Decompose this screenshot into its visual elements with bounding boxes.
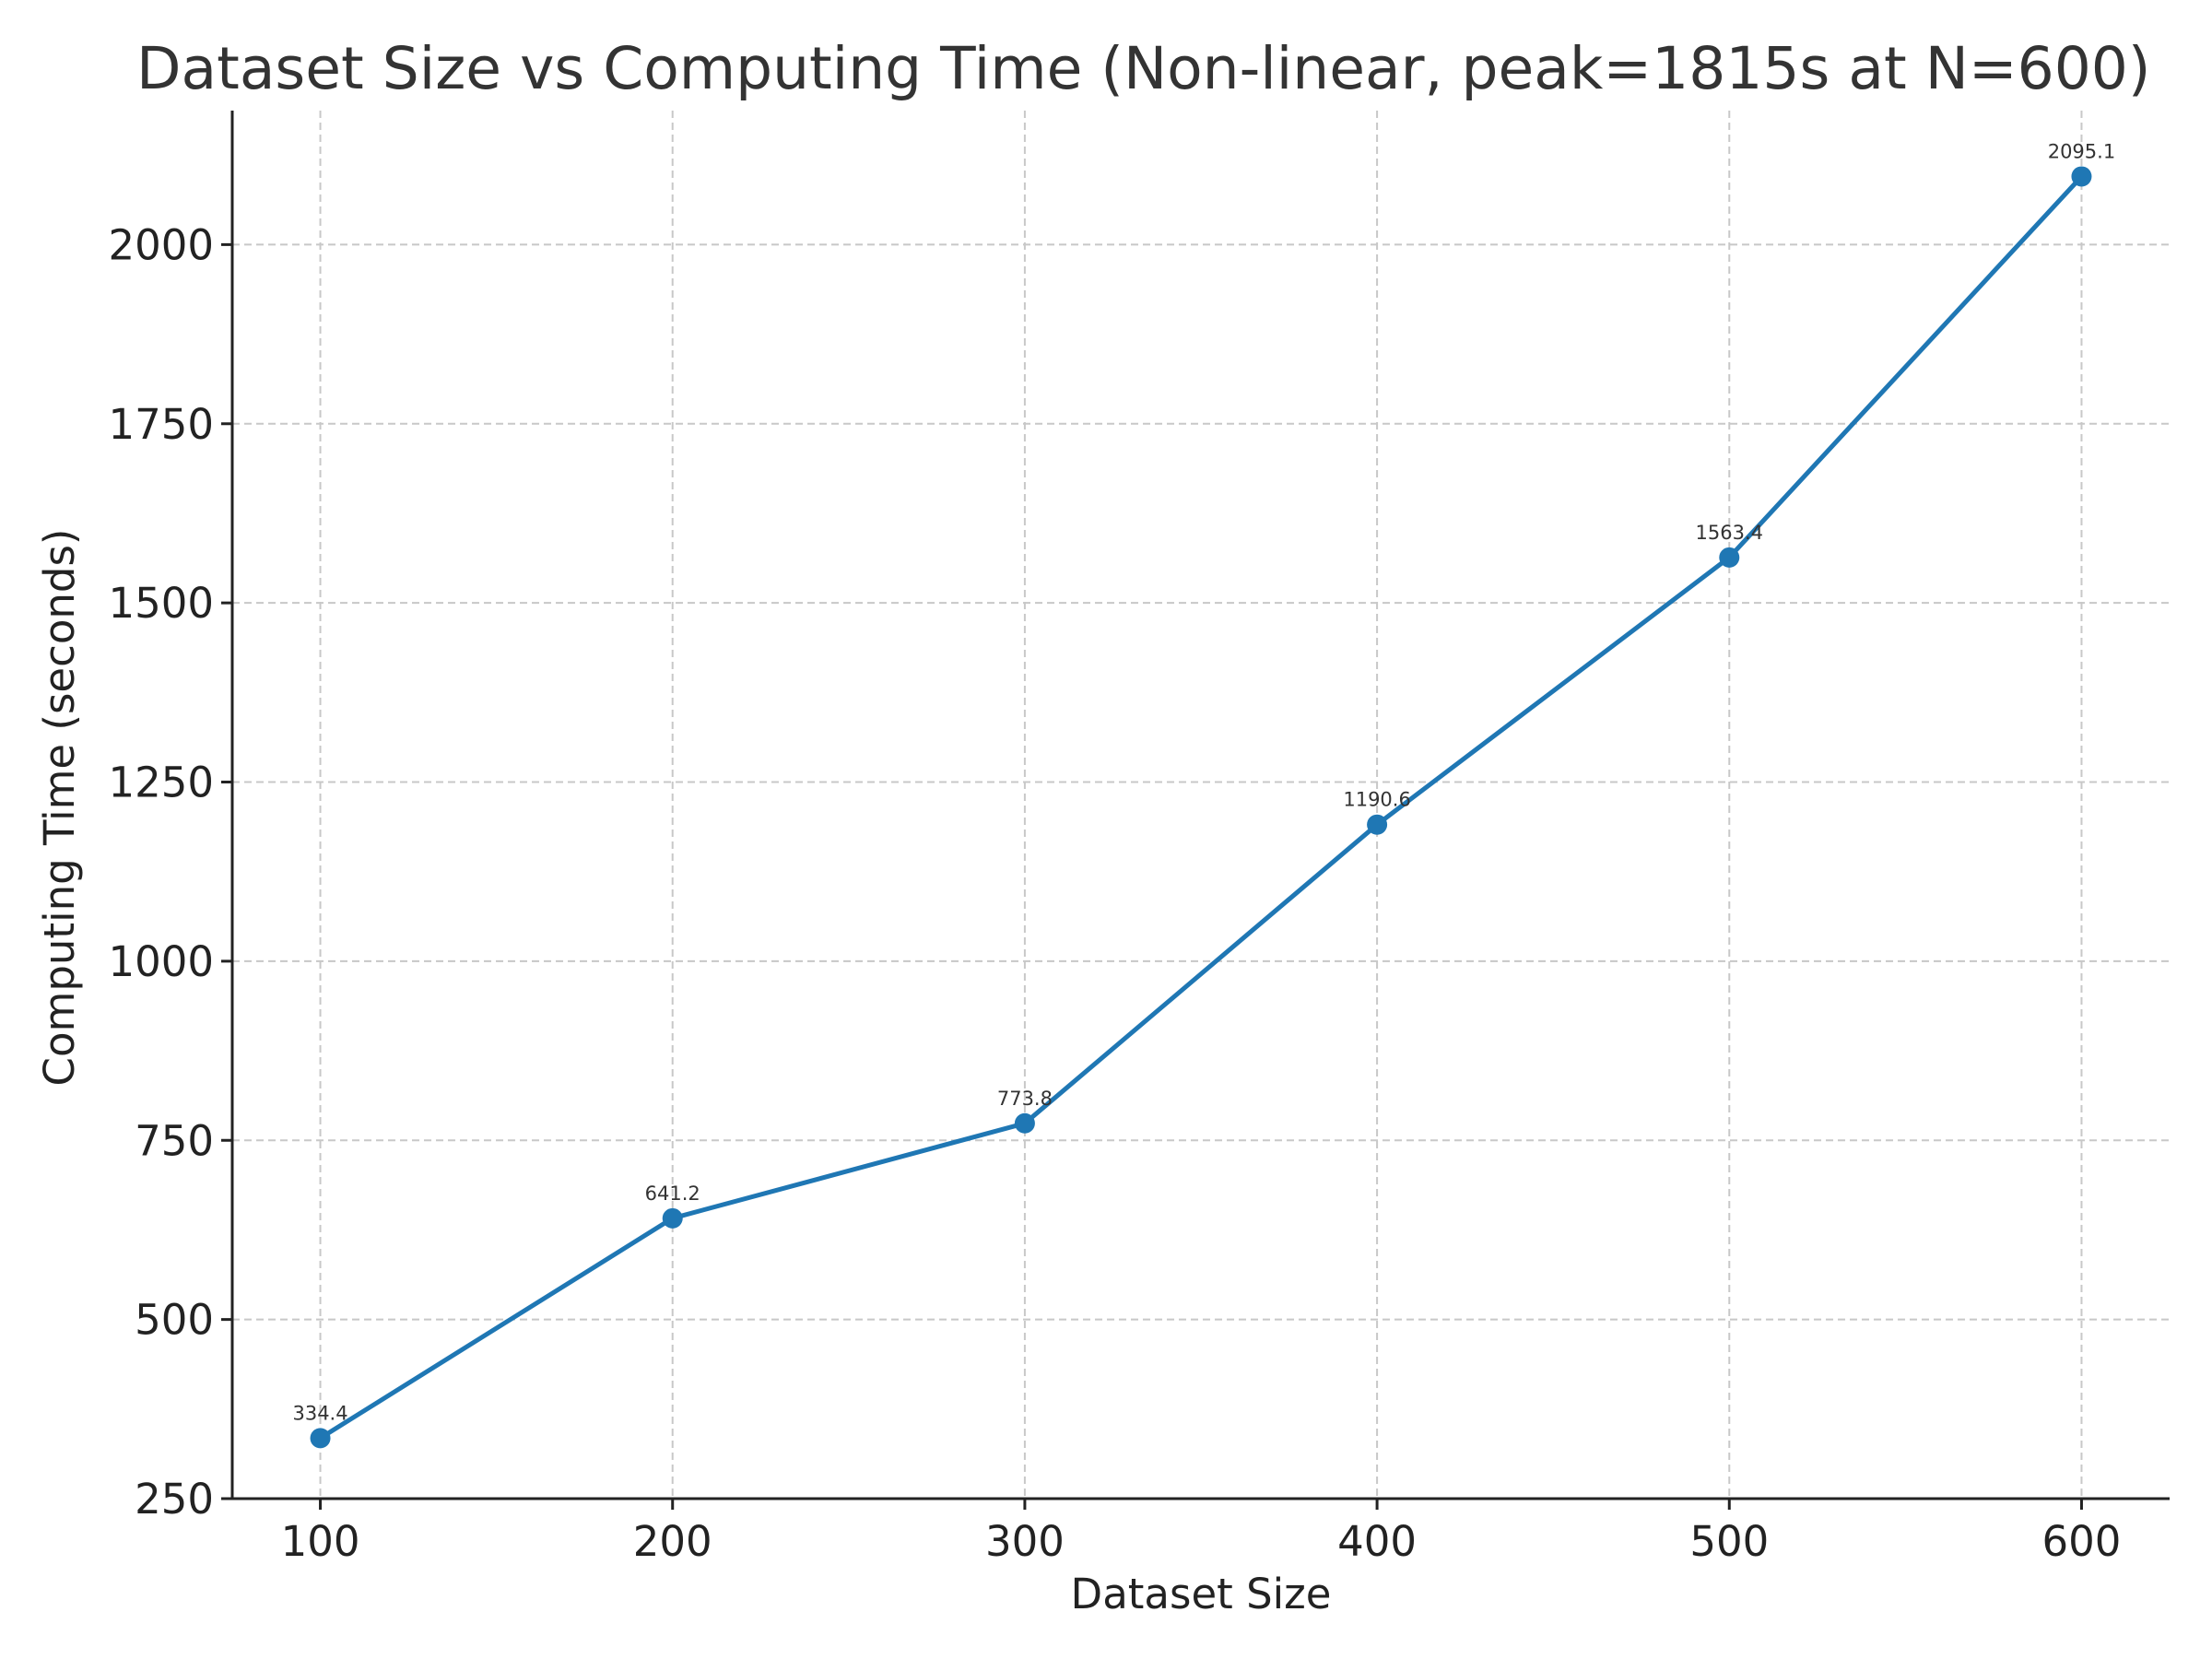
- y-tick-label-1: 500: [135, 1296, 214, 1345]
- data-point-2: [1014, 1112, 1035, 1134]
- data-point-4: [1719, 547, 1740, 568]
- x-tick-label-0: 100: [281, 1517, 360, 1566]
- data-label-1: 641.2: [645, 1182, 700, 1205]
- y-tick-label-6: 1750: [108, 400, 214, 449]
- x-tick-label-5: 600: [2042, 1517, 2122, 1566]
- grid: [232, 111, 2170, 1500]
- data-point-3: [1367, 814, 1388, 835]
- x-axis-label: Dataset Size: [1071, 1570, 1332, 1618]
- data-label-4: 1563.4: [1696, 522, 1763, 544]
- y-tick-label-4: 1250: [108, 759, 214, 807]
- y-tick-label-0: 250: [135, 1475, 214, 1524]
- y-tick-label-5: 1500: [108, 579, 214, 628]
- data-label-0: 334.4: [292, 1402, 347, 1424]
- data-labels: 334.4 641.2 773.8 1190.6 1563.4 2095.1: [292, 140, 2115, 1424]
- x-tick-label-3: 400: [1337, 1517, 1417, 1566]
- y-tick-label-3: 1000: [108, 937, 214, 986]
- x-tick-label-1: 200: [633, 1517, 712, 1566]
- y-axis-label: Computing Time (seconds): [35, 529, 84, 1087]
- y-tick-label-2: 750: [135, 1116, 214, 1165]
- data-series: [310, 166, 2092, 1449]
- data-point-5: [2071, 166, 2092, 187]
- data-point-0: [310, 1428, 331, 1449]
- data-point-1: [662, 1207, 683, 1229]
- x-tick-label-4: 500: [1689, 1517, 1769, 1566]
- data-label-2: 773.8: [997, 1088, 1053, 1110]
- y-tick-label-7: 2000: [108, 220, 214, 269]
- data-label-5: 2095.1: [2048, 140, 2115, 162]
- x-tick-label-2: 300: [985, 1517, 1065, 1566]
- series-line-0: [318, 174, 2084, 1441]
- axes: [221, 111, 2170, 1510]
- data-label-3: 1190.6: [1343, 789, 1410, 811]
- tick-labels: 100 200 300 400 500 600 250 500 750 1000 1250 1500 1…: [108, 220, 2121, 1566]
- chart-title: Dataset Size vs Computing Time (Non-line…: [136, 35, 2150, 102]
